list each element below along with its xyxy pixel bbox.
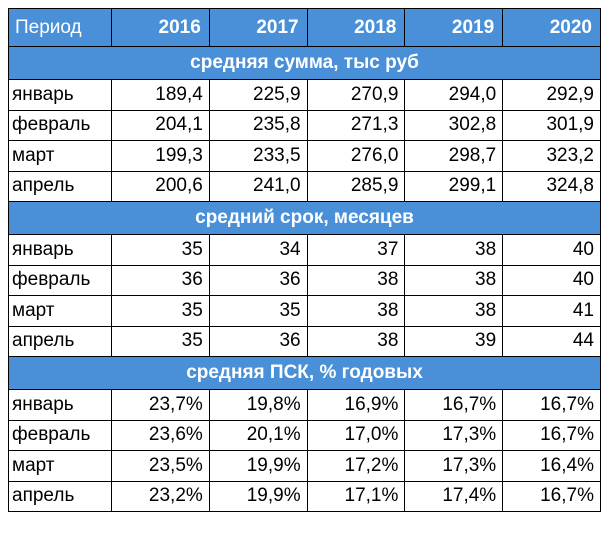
table-cell: 233,5 xyxy=(208,140,308,172)
table-row: апрель 200,6 241,0 285,9 299,1 324,8 xyxy=(8,170,601,202)
table-cell: 44 xyxy=(502,325,601,357)
table-cell: 16,9% xyxy=(306,389,406,421)
table-cell: 241,0 xyxy=(208,170,308,202)
header-year-2020: 2020 xyxy=(502,8,601,47)
table-cell: 16,7% xyxy=(502,419,601,451)
table-row: апрель 23,2% 19,9% 17,1% 17,4% 16,7% xyxy=(8,480,601,512)
table-cell: 189,4 xyxy=(111,79,210,111)
table-cell: 17,4% xyxy=(404,480,504,512)
table-cell: 17,3% xyxy=(404,450,504,482)
table-row: январь 35 34 37 38 40 xyxy=(8,234,601,266)
section-title: средняя сумма, тыс руб xyxy=(8,46,601,80)
table-cell: 34 xyxy=(208,234,308,266)
table-cell: 38 xyxy=(404,295,504,327)
table-cell: 36 xyxy=(208,325,308,357)
table-cell: 23,2% xyxy=(111,480,210,512)
section-header-average-amount: средняя сумма, тыс руб xyxy=(8,46,601,80)
table-cell: 17,2% xyxy=(306,450,406,482)
header-row: Период 2016 2017 2018 2019 2020 xyxy=(8,8,601,47)
table-cell: 23,5% xyxy=(111,450,210,482)
table-cell: 19,8% xyxy=(208,389,308,421)
table-cell: 276,0 xyxy=(306,140,406,172)
table-cell: 36 xyxy=(208,264,308,296)
table-cell: 292,9 xyxy=(502,79,601,111)
table-cell: 23,7% xyxy=(111,389,210,421)
row-month-label: март xyxy=(8,295,112,327)
header-year-2018: 2018 xyxy=(306,8,406,47)
table-row: март 23,5% 19,9% 17,2% 17,3% 16,4% xyxy=(8,450,601,482)
row-month-label: январь xyxy=(8,79,112,111)
table-cell: 301,9 xyxy=(502,109,601,141)
table-cell: 38 xyxy=(306,325,406,357)
table-cell: 36 xyxy=(111,264,210,296)
table-cell: 40 xyxy=(502,264,601,296)
table-row: январь 189,4 225,9 270,9 294,0 292,9 xyxy=(8,79,601,111)
table-cell: 35 xyxy=(208,295,308,327)
header-period-label: Период xyxy=(8,8,112,47)
table-row: март 35 35 38 38 41 xyxy=(8,295,601,327)
row-month-label: февраль xyxy=(8,109,112,141)
table-cell: 16,7% xyxy=(502,389,601,421)
row-month-label: апрель xyxy=(8,480,112,512)
table-row: февраль 36 36 38 38 40 xyxy=(8,264,601,296)
table-row: январь 23,7% 19,8% 16,9% 16,7% 16,7% xyxy=(8,389,601,421)
table-cell: 302,8 xyxy=(404,109,504,141)
table-cell: 19,9% xyxy=(208,450,308,482)
table-cell: 35 xyxy=(111,234,210,266)
section-title: средняя ПСК, % годовых xyxy=(8,356,601,390)
header-year-2017: 2017 xyxy=(208,8,308,47)
row-month-label: январь xyxy=(8,389,112,421)
table-row: апрель 35 36 38 39 44 xyxy=(8,325,601,357)
row-month-label: февраль xyxy=(8,264,112,296)
table-row: февраль 23,6% 20,1% 17,0% 17,3% 16,7% xyxy=(8,419,601,451)
table-cell: 17,1% xyxy=(306,480,406,512)
table-cell: 40 xyxy=(502,234,601,266)
table-cell: 298,7 xyxy=(404,140,504,172)
table-cell: 38 xyxy=(306,264,406,296)
header-year-2019: 2019 xyxy=(404,8,504,47)
table-cell: 324,8 xyxy=(502,170,601,202)
table-cell: 20,1% xyxy=(208,419,308,451)
table-row: март 199,3 233,5 276,0 298,7 323,2 xyxy=(8,140,601,172)
row-month-label: апрель xyxy=(8,170,112,202)
statistics-table: Период 2016 2017 2018 2019 2020 средняя … xyxy=(8,8,601,512)
row-month-label: март xyxy=(8,450,112,482)
table-cell: 35 xyxy=(111,295,210,327)
table-cell: 16,4% xyxy=(502,450,601,482)
table-cell: 38 xyxy=(404,264,504,296)
row-month-label: апрель xyxy=(8,325,112,357)
table-cell: 225,9 xyxy=(208,79,308,111)
table-cell: 285,9 xyxy=(306,170,406,202)
table-cell: 200,6 xyxy=(111,170,210,202)
row-month-label: март xyxy=(8,140,112,172)
table-cell: 41 xyxy=(502,295,601,327)
section-header-average-term: средний срок, месяцев xyxy=(8,201,601,235)
section-header-average-psk: средняя ПСК, % годовых xyxy=(8,356,601,390)
header-year-2016: 2016 xyxy=(111,8,210,47)
table-cell: 17,0% xyxy=(306,419,406,451)
section-title: средний срок, месяцев xyxy=(8,201,601,235)
table-cell: 23,6% xyxy=(111,419,210,451)
table-cell: 323,2 xyxy=(502,140,601,172)
table-container: Период 2016 2017 2018 2019 2020 средняя … xyxy=(8,8,601,512)
table-cell: 38 xyxy=(404,234,504,266)
table-cell: 235,8 xyxy=(208,109,308,141)
table-cell: 270,9 xyxy=(306,79,406,111)
table-cell: 199,3 xyxy=(111,140,210,172)
table-cell: 294,0 xyxy=(404,79,504,111)
table-cell: 37 xyxy=(306,234,406,266)
table-cell: 299,1 xyxy=(404,170,504,202)
row-month-label: февраль xyxy=(8,419,112,451)
table-row: февраль 204,1 235,8 271,3 302,8 301,9 xyxy=(8,109,601,141)
table-cell: 204,1 xyxy=(111,109,210,141)
table-cell: 16,7% xyxy=(502,480,601,512)
table-cell: 17,3% xyxy=(404,419,504,451)
table-cell: 19,9% xyxy=(208,480,308,512)
table-cell: 35 xyxy=(111,325,210,357)
table-cell: 39 xyxy=(404,325,504,357)
row-month-label: январь xyxy=(8,234,112,266)
table-cell: 271,3 xyxy=(306,109,406,141)
table-cell: 16,7% xyxy=(404,389,504,421)
table-cell: 38 xyxy=(306,295,406,327)
